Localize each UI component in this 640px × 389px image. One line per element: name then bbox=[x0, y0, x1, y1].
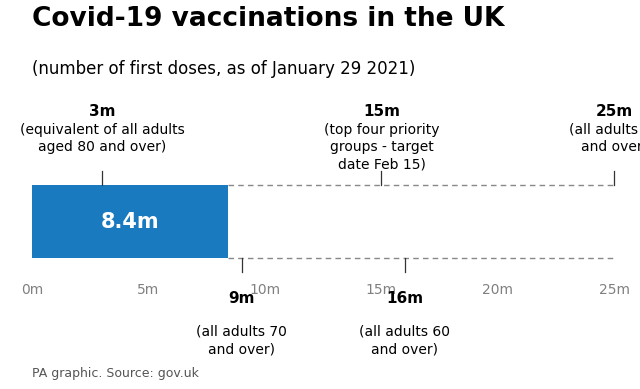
Text: Covid-19 vaccinations in the UK: Covid-19 vaccinations in the UK bbox=[32, 6, 504, 32]
Text: (all adults 70
and over): (all adults 70 and over) bbox=[196, 325, 287, 356]
Text: 3m: 3m bbox=[88, 103, 115, 119]
Text: 8.4m: 8.4m bbox=[100, 212, 159, 232]
Text: (number of first doses, as of January 29 2021): (number of first doses, as of January 29… bbox=[32, 60, 415, 78]
Text: 15m: 15m bbox=[363, 103, 400, 119]
Bar bbox=[32, 185, 228, 258]
Text: 25m: 25m bbox=[596, 103, 633, 119]
Text: (all adults 60
and over): (all adults 60 and over) bbox=[359, 325, 450, 356]
Text: (equivalent of all adults
aged 80 and over): (equivalent of all adults aged 80 and ov… bbox=[19, 123, 184, 154]
Text: PA graphic. Source: gov.uk: PA graphic. Source: gov.uk bbox=[32, 368, 199, 380]
Text: (top four priority
groups - target
date Feb 15): (top four priority groups - target date … bbox=[324, 123, 439, 171]
Text: (all adults 50
and over): (all adults 50 and over) bbox=[569, 123, 640, 154]
Text: 16m: 16m bbox=[386, 291, 423, 305]
Text: 9m: 9m bbox=[228, 291, 255, 305]
